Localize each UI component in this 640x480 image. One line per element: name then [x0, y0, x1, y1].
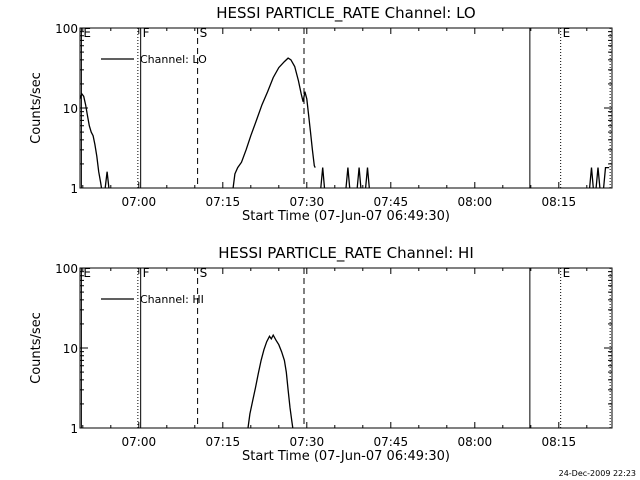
chart1-series-line [588, 167, 594, 189]
chart2-y-axis-label: Counts/sec [29, 312, 44, 384]
chart2-plot-frame [79, 267, 613, 429]
chart1-legend-label: Channel: LO [140, 53, 207, 66]
generation-timestamp: 24-Dec-2009 22:23 [558, 469, 636, 478]
chart1-event-marker-label: F [143, 26, 150, 40]
chart2-event-marker-label: E [563, 266, 571, 280]
chart2-x-axis-label: Start Time (07-Jun-07 06:49:30) [242, 449, 450, 464]
chart1-event-marker-label: E [83, 26, 91, 40]
chart2-x-tick-label: 07:45 [374, 435, 409, 449]
chart2-x-tick-label: 07:00 [122, 435, 157, 449]
chart1-event-marker-label: E [563, 26, 571, 40]
chart1-x-tick-label: 07:45 [374, 195, 409, 209]
chart1-x-tick-label: 07:30 [290, 195, 325, 209]
chart2-x-tick-label: 08:15 [542, 435, 577, 449]
chart1-y-tick-label: 100 [55, 22, 78, 36]
chart1-series-line [345, 167, 351, 189]
chart2-y-tick-label: 10 [63, 342, 78, 356]
chart2-x-tick-label: 07:15 [206, 435, 241, 449]
chart1-plot-frame [79, 27, 613, 189]
chart1-series-line [602, 166, 610, 189]
chart1-series-line [595, 167, 601, 189]
chart1-series-line [104, 171, 110, 189]
chart2-event-marker-label: S [200, 266, 208, 280]
chart1-x-tick-label: 08:00 [458, 195, 493, 209]
chart1-x-tick-label: 07:00 [122, 195, 157, 209]
chart1-x-tick-label: 08:15 [542, 195, 577, 209]
chart1-series-line [364, 167, 370, 189]
chart1-x-tick-label: 07:15 [206, 195, 241, 209]
chart2-y-tick-label: 1 [70, 422, 78, 436]
chart1-event-marker-label: S [200, 26, 208, 40]
chart2-event-marker-label: F [143, 266, 150, 280]
chart2-y-tick-label: 100 [55, 262, 78, 276]
chart2-x-tick-label: 08:00 [458, 435, 493, 449]
chart2-series-line [247, 333, 294, 429]
chart1-series-line [356, 167, 362, 189]
chart1-y-tick-label: 1 [70, 182, 78, 196]
chart2-event-marker-label: E [83, 266, 91, 280]
chart1-x-axis-label: Start Time (07-Jun-07 06:49:30) [242, 209, 450, 224]
chart2-x-tick-label: 07:30 [290, 435, 325, 449]
chart1-title: HESSI PARTICLE_RATE Channel: LO [216, 4, 475, 23]
chart1-series-line [79, 92, 103, 189]
chart1-series-line [232, 57, 316, 189]
chart1-series-line [320, 167, 326, 189]
chart2-legend-label: Channel: HI [140, 293, 204, 306]
chart2-title: HESSI PARTICLE_RATE Channel: HI [218, 244, 474, 263]
chart1-y-axis-label: Counts/sec [29, 72, 44, 144]
chart1-y-tick-label: 10 [63, 102, 78, 116]
